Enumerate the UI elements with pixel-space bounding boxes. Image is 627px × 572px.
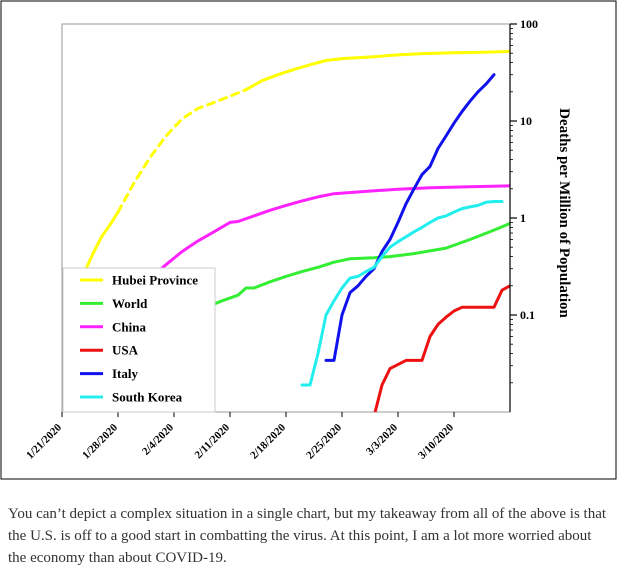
legend-label-italy: Italy bbox=[112, 366, 139, 381]
caption-text: You can’t depict a complex situation in … bbox=[8, 506, 607, 566]
series-south-korea bbox=[300, 200, 504, 387]
legend-label-usa: USA bbox=[112, 343, 139, 358]
legend-label-hubei-province: Hubei Province bbox=[112, 273, 198, 288]
y-tick-label: 0.1 bbox=[520, 308, 535, 322]
y-tick-label: 100 bbox=[520, 17, 538, 31]
legend-label-china: China bbox=[112, 319, 146, 334]
series-line-china-1 bbox=[148, 184, 510, 280]
series-line-hubei-province-2 bbox=[244, 50, 510, 92]
series-italy bbox=[324, 73, 496, 362]
y-tick-label: 1 bbox=[520, 211, 526, 225]
series-line-south-korea-0 bbox=[300, 200, 504, 387]
legend-label-south-korea: South Korea bbox=[112, 390, 183, 405]
series-line-usa-0 bbox=[373, 284, 510, 412]
legend-box bbox=[62, 267, 216, 413]
series-line-hubei-province-1 bbox=[116, 88, 248, 214]
y-tick-label: 10 bbox=[520, 114, 532, 128]
series-usa bbox=[373, 284, 510, 412]
series-layer bbox=[76, 50, 510, 412]
y-axis-label: Deaths per Million of Population bbox=[556, 108, 572, 318]
series-line-world-1 bbox=[204, 221, 510, 309]
legend-label-world: World bbox=[112, 296, 148, 311]
legend: Hubei Province World China USA Italy South Ko… bbox=[62, 267, 216, 413]
y-axis-ticks: 100 10 1 0.1 bbox=[510, 17, 538, 384]
series-line-italy-0 bbox=[324, 73, 496, 362]
